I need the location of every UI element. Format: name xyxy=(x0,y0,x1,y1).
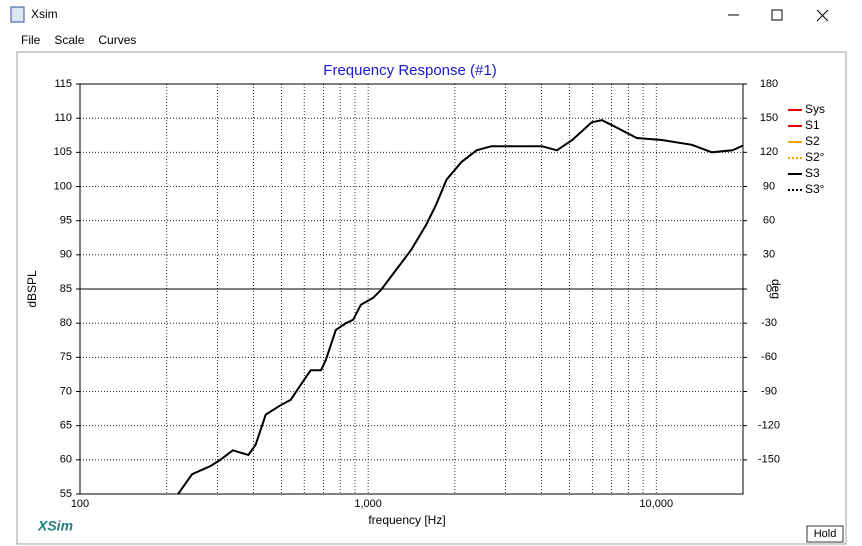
menu-item[interactable]: File xyxy=(21,33,41,47)
x-tick-label: 100 xyxy=(71,498,89,510)
x-axis-label: frequency [Hz] xyxy=(368,513,445,527)
legend-label: S3° xyxy=(805,182,825,196)
y-tick-label: 55 xyxy=(60,488,72,500)
legend-label: Sys xyxy=(805,102,825,116)
y2-tick-label: 60 xyxy=(763,215,775,227)
y-tick-label: 115 xyxy=(54,78,72,90)
legend-label: S1 xyxy=(805,118,820,132)
y-tick-label: 65 xyxy=(60,420,72,432)
y-tick-label: 95 xyxy=(60,215,72,227)
menu-item[interactable]: Curves xyxy=(98,33,136,47)
y2-tick-label: 180 xyxy=(760,78,778,90)
chart-title: Frequency Response (#1) xyxy=(323,62,496,79)
y2-tick-label: -90 xyxy=(761,385,777,397)
legend-label: S3 xyxy=(805,166,820,180)
response-curve xyxy=(177,119,744,495)
y2-tick-label: 0 xyxy=(766,283,772,295)
y2-tick-label: -150 xyxy=(758,454,780,466)
y2-tick-label: -120 xyxy=(758,420,780,432)
brand: XSim xyxy=(37,518,73,534)
menu-bar: File Scale Curves xyxy=(21,33,136,47)
y2-tick-label: -60 xyxy=(761,351,777,363)
y2-tick-label: 120 xyxy=(760,146,778,158)
y-tick-label: 70 xyxy=(60,385,72,397)
hold-label: Hold xyxy=(814,528,837,540)
app-icon xyxy=(10,6,25,23)
hold-button[interactable] xyxy=(806,525,844,543)
y-tick-label: 90 xyxy=(60,249,72,261)
y-tick-label: 75 xyxy=(60,351,72,363)
maximize-button[interactable] xyxy=(771,9,783,21)
y2-tick-label: -30 xyxy=(761,317,777,329)
menu-item[interactable]: Scale xyxy=(54,33,84,47)
legend-label: S2 xyxy=(805,134,820,148)
y2-tick-label: 90 xyxy=(763,180,775,192)
x-tick-label: 10,000 xyxy=(639,498,673,510)
y2-tick-label: 30 xyxy=(763,249,775,261)
y-axis-label: dBSPL xyxy=(25,270,39,308)
close-button[interactable] xyxy=(816,9,829,22)
window-title: Xsim xyxy=(31,7,58,21)
y2-tick-label: 150 xyxy=(760,112,778,124)
y-tick-label: 105 xyxy=(54,146,72,158)
y-tick-label: 60 xyxy=(60,454,72,466)
y2-axis-label: deg xyxy=(769,279,783,299)
y-tick-label: 80 xyxy=(60,317,72,329)
y-tick-label: 110 xyxy=(54,112,72,124)
y-tick-label: 100 xyxy=(54,180,72,192)
y-tick-label: 85 xyxy=(60,283,72,295)
legend-label: S2° xyxy=(805,150,825,164)
x-tick-label: 1,000 xyxy=(354,498,382,510)
